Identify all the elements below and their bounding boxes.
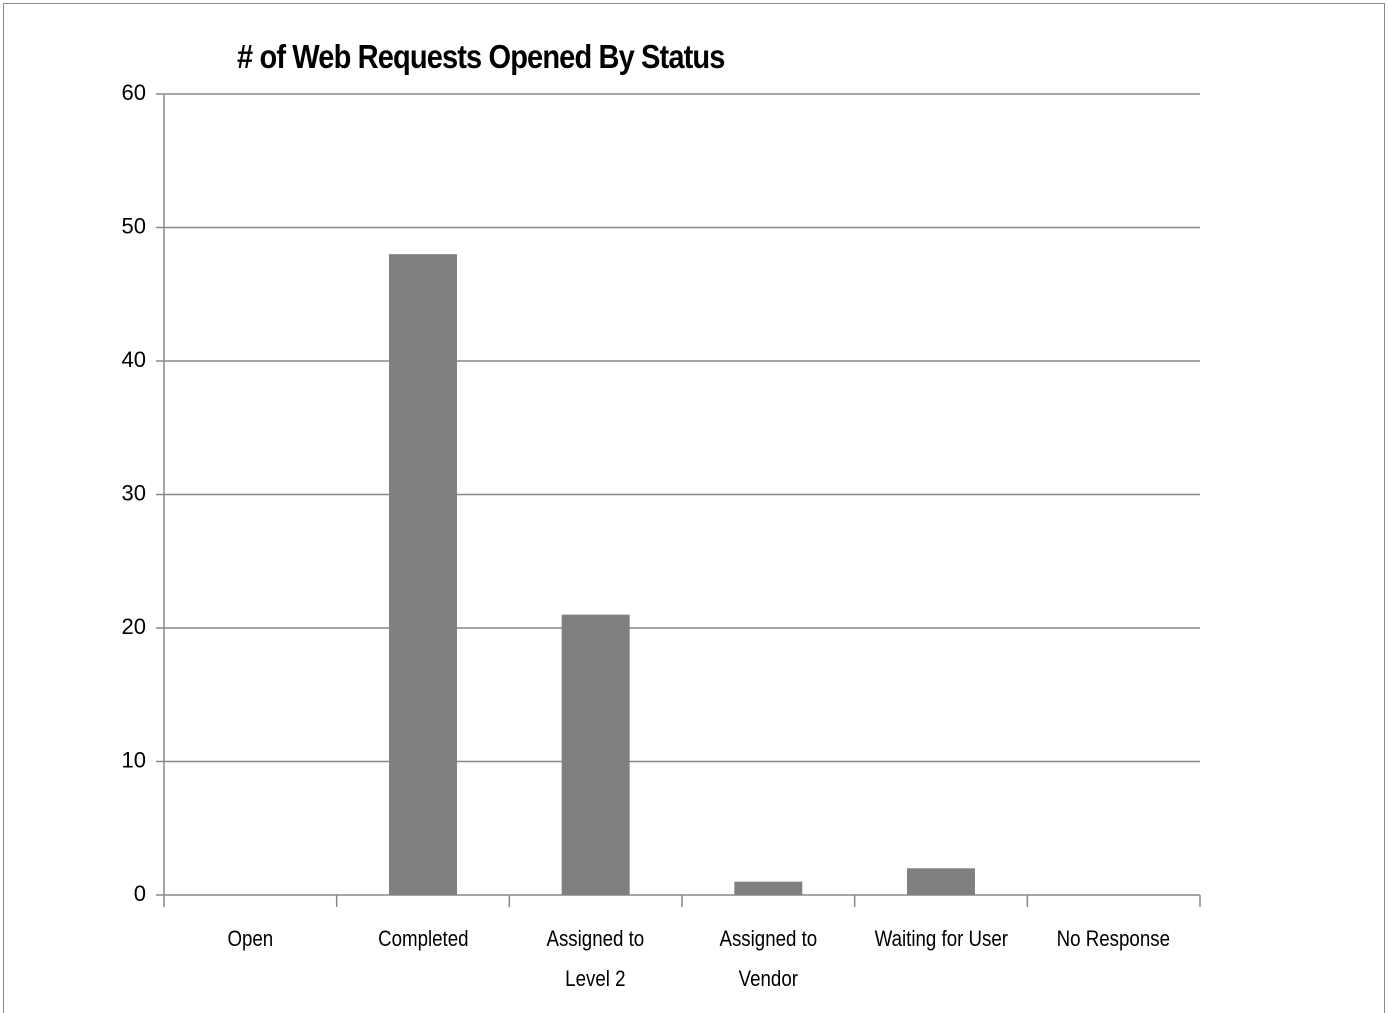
y-tick-label: 60	[122, 80, 146, 105]
chart-title: # of Web Requests Opened By Status	[237, 38, 725, 75]
bar	[389, 254, 457, 895]
x-tick-label: Waiting for User	[874, 926, 1008, 951]
x-tick-label: Completed	[377, 926, 469, 951]
y-tick-label: 50	[122, 213, 146, 238]
x-tick-label: No Response	[1056, 926, 1171, 951]
y-tick-label: 0	[134, 881, 146, 906]
y-tick-label: 30	[122, 480, 146, 505]
y-tick-label: 20	[122, 614, 146, 639]
bar	[734, 881, 803, 895]
y-tick-label: 10	[122, 747, 146, 772]
y-tick-label: 40	[122, 347, 146, 372]
x-tick-label: Open	[227, 926, 274, 951]
bar	[561, 614, 630, 895]
chart-border	[3, 3, 1385, 1013]
bar	[907, 868, 975, 895]
x-tick-label: Assigned to Level 2	[546, 926, 645, 991]
x-tick-label: Assigned to Vendor	[719, 926, 818, 991]
